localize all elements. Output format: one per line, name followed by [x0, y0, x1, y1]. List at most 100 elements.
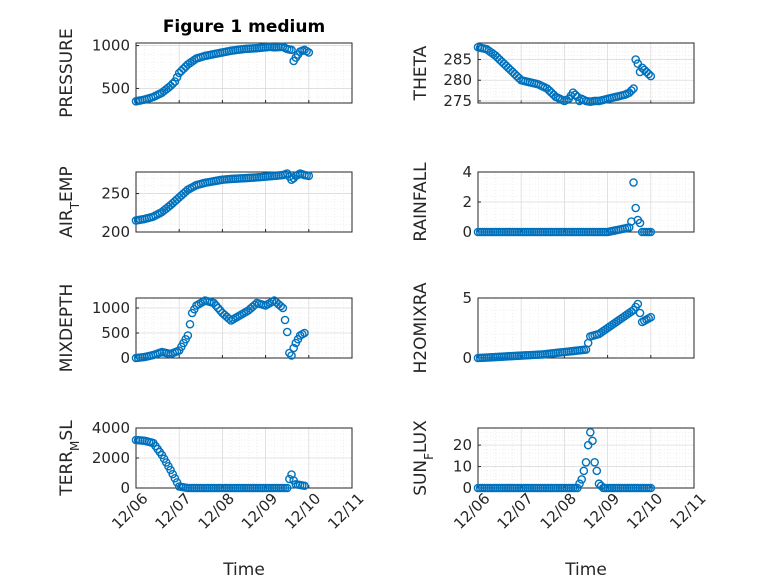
data-point [213, 303, 223, 313]
x-tick-label: 12/10 [623, 490, 666, 533]
series-air_temp [131, 169, 314, 225]
series-terr_msl [131, 435, 309, 493]
y-tick-label: 500 [101, 324, 130, 342]
axes-box [135, 171, 353, 233]
y-tick-label: 10 [453, 458, 472, 476]
y-axis-label: H2OMIXRA [411, 282, 431, 373]
data-point [166, 465, 175, 475]
y-axis-label: AIRTEMP [57, 166, 82, 237]
data-point [573, 483, 582, 493]
subplot-air_temp: 200 250 AIRTEMP [57, 166, 353, 241]
chart-title: Figure 1 medium [163, 17, 325, 37]
data-point [633, 299, 643, 309]
y-tick-label: 4 [462, 163, 472, 181]
y-tick-label: 2 [462, 193, 472, 211]
axes-box [135, 427, 353, 489]
data-point [285, 348, 294, 358]
data-point [579, 466, 589, 476]
y-tick-label: 0 [120, 349, 130, 367]
y-tick-label: 0 [462, 223, 472, 241]
data-point [631, 203, 640, 213]
y-tick-label: 0 [120, 479, 130, 497]
x-tick-label: 12/09 [580, 490, 623, 533]
y-axis-label: MIXDEPTH [57, 284, 77, 373]
data-point [631, 55, 640, 64]
y-tick-label: 0 [462, 349, 472, 367]
data-point [174, 68, 184, 78]
x-tick-label: 12/08 [195, 490, 238, 533]
data-point [215, 306, 225, 315]
data-point [590, 457, 599, 467]
series-pressure [131, 42, 314, 106]
data-point [172, 478, 182, 487]
x-tick-label: 12/08 [537, 490, 580, 533]
data-point [289, 343, 298, 353]
y-axis-label: TERRMSL [57, 420, 82, 497]
data-point [575, 96, 584, 106]
data-point [627, 86, 636, 95]
y-tick-label: 5 [462, 289, 472, 307]
data-point [635, 67, 645, 77]
data-point [629, 84, 638, 93]
y-tick-label: 275 [443, 92, 472, 110]
data-point [570, 90, 580, 100]
x-axis-label: Time [564, 560, 607, 580]
y-tick-label: 1000 [92, 37, 130, 55]
x-tick-label: 12/07 [151, 490, 194, 533]
data-point [172, 72, 182, 82]
data-point [646, 71, 656, 81]
data-point [646, 312, 656, 322]
y-axis-label: RAINFALL [411, 162, 431, 242]
x-axis-label: Time [222, 560, 265, 580]
y-tick-label: 2000 [92, 449, 130, 467]
subplot-mixdepth: 0 500 1000 MIXDEPTH [57, 284, 353, 373]
x-tick-label: 12/09 [238, 490, 281, 533]
data-point [635, 308, 645, 318]
data-point [646, 483, 656, 493]
y-tick-label: 285 [443, 51, 472, 69]
data-point [583, 440, 593, 450]
data-point [211, 301, 221, 310]
data-point [575, 479, 584, 489]
series-h2omixra [473, 299, 656, 363]
data-point [166, 81, 175, 91]
data-point [594, 479, 604, 489]
data-point [276, 301, 286, 311]
x-tick-label: 12/11 [324, 490, 367, 533]
x-tick-label: 12/10 [281, 490, 324, 533]
data-point [635, 218, 645, 228]
data-point [592, 466, 602, 476]
data-point [170, 473, 180, 483]
subplot-rainfall: 0 2 4 RAINFALL [411, 162, 695, 242]
data-point [168, 79, 178, 89]
axes-frame [477, 297, 695, 359]
data-point [185, 319, 195, 329]
data-point [644, 69, 653, 79]
y-tick-label: 200 [101, 223, 130, 241]
data-point [183, 331, 193, 340]
y-tick-label: 0 [462, 479, 472, 497]
y-tick-label: 1000 [92, 299, 130, 317]
axes-box [135, 297, 353, 359]
data-point [287, 45, 296, 55]
y-axis-label: THETA [411, 45, 431, 101]
data-point [646, 227, 656, 237]
subplot-pressure: 500 1000 PRESSURE Figure 1 medium [57, 17, 353, 118]
data-point [177, 66, 186, 76]
series-mixdepth [131, 296, 309, 363]
data-point [170, 77, 180, 86]
data-point [287, 351, 296, 360]
data-point [282, 327, 292, 337]
data-point [581, 457, 591, 467]
subplot-h2omixra: 0 5 H2OMIXRA [411, 282, 695, 374]
data-point [588, 436, 597, 446]
data-point [179, 64, 188, 74]
series-sun_flux [473, 427, 656, 493]
y-tick-label: 20 [453, 436, 472, 454]
x-tick-label: 12/07 [493, 490, 536, 533]
data-point [300, 328, 309, 338]
data-point [577, 475, 586, 484]
